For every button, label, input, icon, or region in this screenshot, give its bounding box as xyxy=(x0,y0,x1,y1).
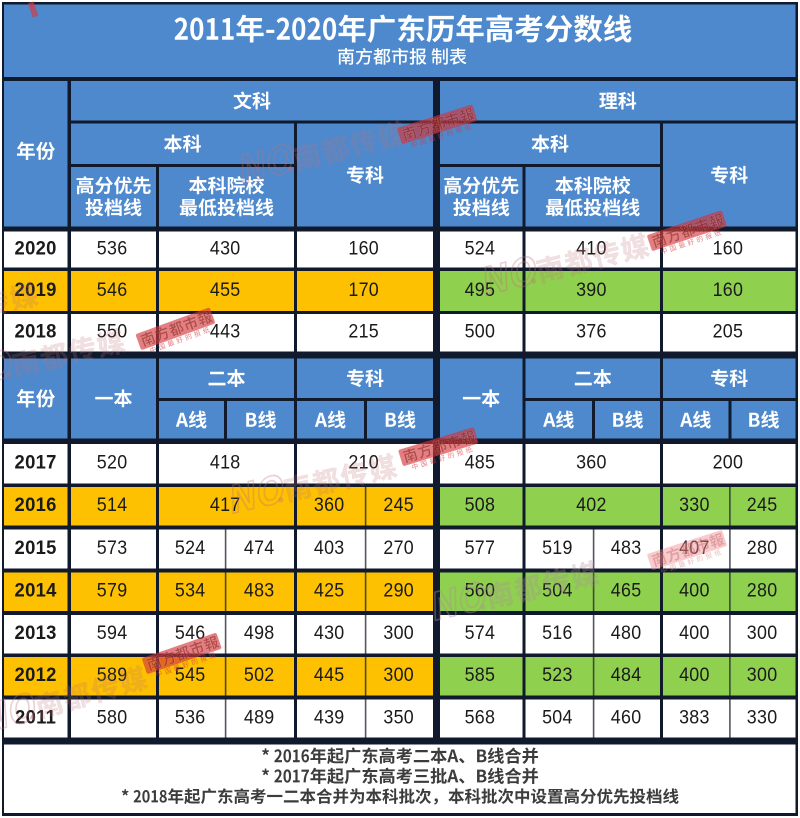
svg-text:280: 280 xyxy=(747,536,778,558)
svg-text:330: 330 xyxy=(679,493,710,515)
svg-text:2020: 2020 xyxy=(15,237,57,258)
svg-text:160: 160 xyxy=(348,237,379,259)
svg-text:485: 485 xyxy=(465,451,496,473)
svg-text:205: 205 xyxy=(713,320,744,342)
svg-text:425: 425 xyxy=(314,579,345,601)
svg-text:402: 402 xyxy=(576,493,607,515)
svg-text:504: 504 xyxy=(542,706,573,728)
svg-text:290: 290 xyxy=(383,579,414,601)
svg-text:465: 465 xyxy=(611,579,642,601)
svg-text:2018: 2018 xyxy=(15,320,57,341)
svg-text:560: 560 xyxy=(465,579,496,601)
svg-text:390: 390 xyxy=(576,278,607,300)
svg-text:160: 160 xyxy=(713,237,744,259)
svg-text:514: 514 xyxy=(97,493,128,515)
svg-text:430: 430 xyxy=(210,237,241,259)
svg-text:455: 455 xyxy=(210,278,241,300)
svg-text:400: 400 xyxy=(679,579,710,601)
svg-text:520: 520 xyxy=(97,451,128,473)
svg-text:523: 523 xyxy=(542,663,573,685)
svg-text:403: 403 xyxy=(314,536,345,558)
svg-text:300: 300 xyxy=(747,621,778,643)
svg-text:524: 524 xyxy=(465,237,496,259)
svg-text:270: 270 xyxy=(383,536,414,558)
svg-text:443: 443 xyxy=(210,320,241,342)
svg-text:536: 536 xyxy=(97,237,128,259)
svg-text:445: 445 xyxy=(314,663,345,685)
svg-text:550: 550 xyxy=(97,320,128,342)
svg-text:439: 439 xyxy=(314,706,345,728)
svg-text:2012: 2012 xyxy=(15,664,57,685)
svg-text:2017: 2017 xyxy=(15,451,57,472)
svg-text:536: 536 xyxy=(175,706,206,728)
svg-text:574: 574 xyxy=(465,621,496,643)
svg-text:430: 430 xyxy=(314,621,345,643)
svg-text:577: 577 xyxy=(465,536,496,558)
svg-text:2014: 2014 xyxy=(15,579,57,600)
svg-text:579: 579 xyxy=(97,579,128,601)
svg-text:500: 500 xyxy=(465,320,496,342)
svg-text:400: 400 xyxy=(679,663,710,685)
svg-text:2016: 2016 xyxy=(15,494,57,515)
svg-text:524: 524 xyxy=(175,536,206,558)
svg-text:160: 160 xyxy=(713,278,744,300)
svg-text:546: 546 xyxy=(175,621,206,643)
svg-text:585: 585 xyxy=(465,663,496,685)
svg-text:300: 300 xyxy=(383,663,414,685)
svg-text:383: 383 xyxy=(679,706,710,728)
svg-text:400: 400 xyxy=(679,621,710,643)
svg-text:580: 580 xyxy=(97,706,128,728)
svg-text:502: 502 xyxy=(244,663,275,685)
svg-text:245: 245 xyxy=(747,493,778,515)
svg-text:545: 545 xyxy=(175,663,206,685)
svg-text:480: 480 xyxy=(611,621,642,643)
svg-text:546: 546 xyxy=(97,278,128,300)
svg-text:534: 534 xyxy=(175,579,206,601)
svg-text:474: 474 xyxy=(244,536,275,558)
svg-text:483: 483 xyxy=(611,536,642,558)
svg-text:2013: 2013 xyxy=(15,622,57,643)
svg-text:215: 215 xyxy=(348,320,379,342)
svg-text:170: 170 xyxy=(348,278,379,300)
svg-text:489: 489 xyxy=(244,706,275,728)
svg-text:376: 376 xyxy=(576,320,607,342)
svg-text:508: 508 xyxy=(465,493,496,515)
svg-text:200: 200 xyxy=(713,451,744,473)
svg-text:483: 483 xyxy=(244,579,275,601)
svg-text:484: 484 xyxy=(611,663,642,685)
svg-text:519: 519 xyxy=(542,536,573,558)
svg-text:594: 594 xyxy=(97,621,128,643)
svg-text:418: 418 xyxy=(210,451,241,473)
svg-text:360: 360 xyxy=(314,493,345,515)
svg-text:460: 460 xyxy=(611,706,642,728)
svg-text:516: 516 xyxy=(542,621,573,643)
svg-text:568: 568 xyxy=(465,706,496,728)
svg-text:245: 245 xyxy=(383,493,414,515)
svg-text:498: 498 xyxy=(244,621,275,643)
svg-text:280: 280 xyxy=(747,579,778,601)
svg-text:350: 350 xyxy=(383,706,414,728)
svg-text:573: 573 xyxy=(97,536,128,558)
svg-text:300: 300 xyxy=(747,663,778,685)
svg-text:360: 360 xyxy=(576,451,607,473)
svg-text:2015: 2015 xyxy=(15,537,57,558)
svg-text:330: 330 xyxy=(747,706,778,728)
svg-text:300: 300 xyxy=(383,621,414,643)
